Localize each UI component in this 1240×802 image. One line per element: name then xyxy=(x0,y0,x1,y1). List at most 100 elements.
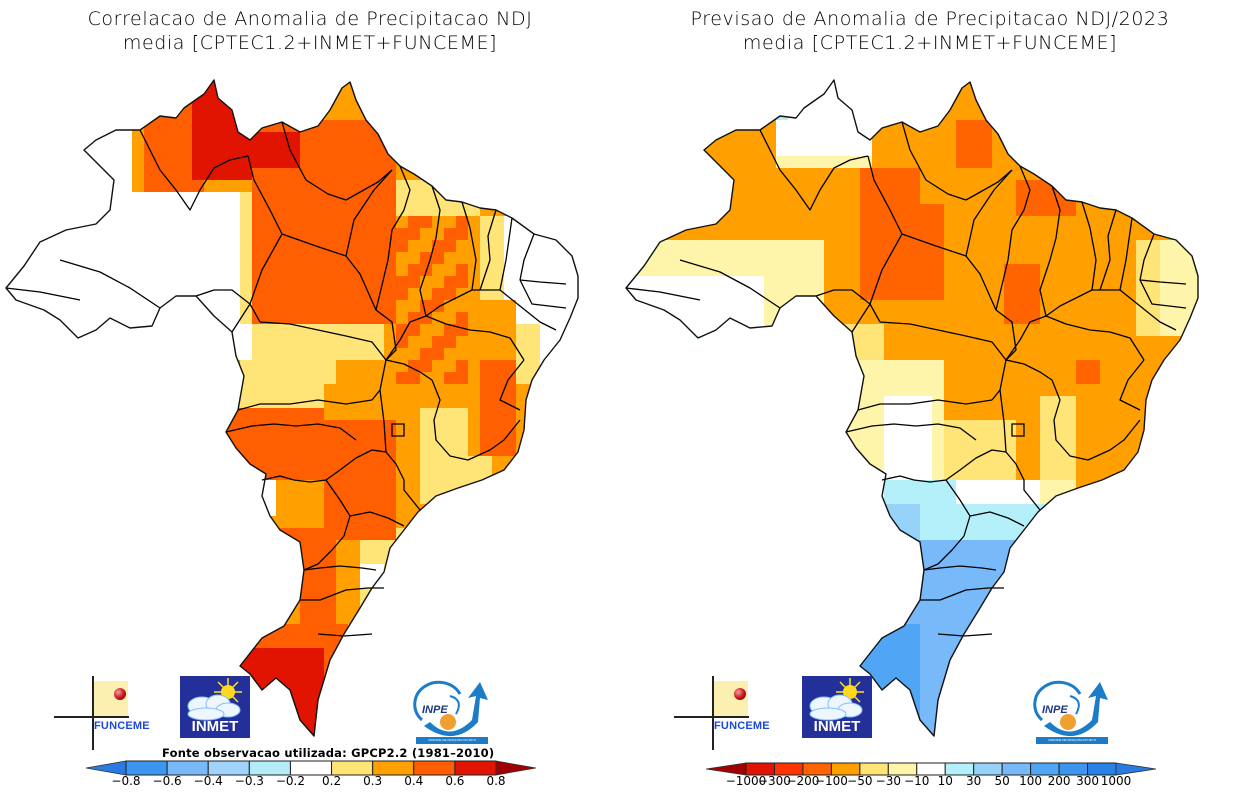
grid-cell xyxy=(860,576,872,588)
grid-cell xyxy=(1052,504,1064,516)
grid-cell xyxy=(776,84,788,96)
grid-cell xyxy=(1052,276,1064,288)
grid-cell xyxy=(680,408,692,420)
grid-cell xyxy=(276,504,288,516)
grid-cell xyxy=(324,576,336,588)
grid-cell xyxy=(528,492,540,504)
grid-cell xyxy=(372,252,384,264)
grid-cell xyxy=(1016,180,1028,192)
grid-cell xyxy=(1088,396,1100,408)
grid-cell xyxy=(528,540,540,552)
grid-cell xyxy=(36,540,48,552)
grid-cell xyxy=(468,192,480,204)
grid-cell xyxy=(896,672,908,684)
grid-cell xyxy=(884,228,896,240)
grid-cell xyxy=(860,408,872,420)
grid-cell xyxy=(324,156,336,168)
grid-cell xyxy=(408,588,420,600)
grid-cell xyxy=(668,60,680,72)
grid-cell xyxy=(288,168,300,180)
grid-cell xyxy=(300,60,312,72)
grid-cell xyxy=(216,528,228,540)
grid-cell xyxy=(432,96,444,108)
grid-cell xyxy=(884,60,896,72)
grid-cell xyxy=(288,276,300,288)
grid-cell xyxy=(728,108,740,120)
grid-cell xyxy=(1028,348,1040,360)
grid-cell xyxy=(144,420,156,432)
grid-cell xyxy=(108,372,120,384)
grid-cell xyxy=(800,588,812,600)
grid-cell xyxy=(348,252,360,264)
grid-cell xyxy=(992,408,1004,420)
grid-cells xyxy=(6,60,578,736)
grid-cell xyxy=(872,84,884,96)
grid-cell xyxy=(132,96,144,108)
grid-cell xyxy=(1160,84,1172,96)
grid-cell xyxy=(932,312,944,324)
grid-cell xyxy=(516,120,528,132)
grid-cell xyxy=(992,564,1004,576)
grid-cell xyxy=(1028,384,1040,396)
grid-cell xyxy=(312,108,324,120)
grid-cell xyxy=(788,672,800,684)
grid-cell xyxy=(1100,492,1112,504)
grid-cell xyxy=(824,660,836,672)
grid-cell xyxy=(1160,516,1172,528)
inpe-band-text: UNIDADE DE PESQUISA DO MCTI xyxy=(416,737,488,744)
grid-cell xyxy=(1040,600,1052,612)
grid-cell xyxy=(144,372,156,384)
grid-cell xyxy=(704,384,716,396)
grid-cell xyxy=(1136,252,1148,264)
grid-cell xyxy=(896,384,908,396)
grid-cell xyxy=(1208,672,1220,684)
grid-cell xyxy=(300,528,312,540)
grid-cell xyxy=(1196,648,1198,660)
grid-cell xyxy=(644,552,656,564)
grid-cell xyxy=(932,288,944,300)
grid-cell xyxy=(1004,96,1016,108)
grid-cell xyxy=(1088,300,1100,312)
grid-cell xyxy=(812,444,824,456)
grid-cell xyxy=(528,456,540,468)
grid-cell xyxy=(668,456,680,468)
grid-cell xyxy=(6,732,12,736)
grid-cell xyxy=(788,264,800,276)
grid-cell xyxy=(108,564,120,576)
grid-cell xyxy=(992,516,1004,528)
grid-cell xyxy=(1196,444,1198,456)
grid-cell xyxy=(264,684,276,696)
grid-cell xyxy=(1196,300,1198,312)
grid-cell xyxy=(1052,264,1064,276)
grid-cell xyxy=(276,264,288,276)
grid-cell xyxy=(848,552,860,564)
grid-cell xyxy=(228,624,240,636)
grid-cell xyxy=(836,576,848,588)
grid-cell xyxy=(776,228,788,240)
grid-cell xyxy=(12,576,24,588)
grid-cell xyxy=(896,288,908,300)
grid-cell xyxy=(528,528,540,540)
grid-cell xyxy=(1124,300,1136,312)
grid-cell xyxy=(824,180,836,192)
grid-cell xyxy=(360,108,372,120)
grid-cell xyxy=(372,312,384,324)
grid-cell xyxy=(420,372,432,384)
grid-cell xyxy=(564,480,576,492)
grid-cell xyxy=(264,564,276,576)
grid-cell xyxy=(1100,108,1112,120)
grid-cell xyxy=(336,216,348,228)
grid-cell xyxy=(408,372,420,384)
inmet-logo-text: INMET xyxy=(191,718,239,735)
grid-cell xyxy=(312,432,324,444)
grid-cell xyxy=(252,540,264,552)
grid-cell xyxy=(626,204,632,216)
grid-cell xyxy=(1100,384,1112,396)
grid-cell xyxy=(516,492,528,504)
grid-cell xyxy=(24,684,36,696)
grid-cell xyxy=(432,80,444,84)
grid-cell xyxy=(1184,192,1196,204)
grid-cell xyxy=(728,648,740,660)
grid-cell xyxy=(1124,96,1136,108)
grid-cell xyxy=(72,360,84,372)
